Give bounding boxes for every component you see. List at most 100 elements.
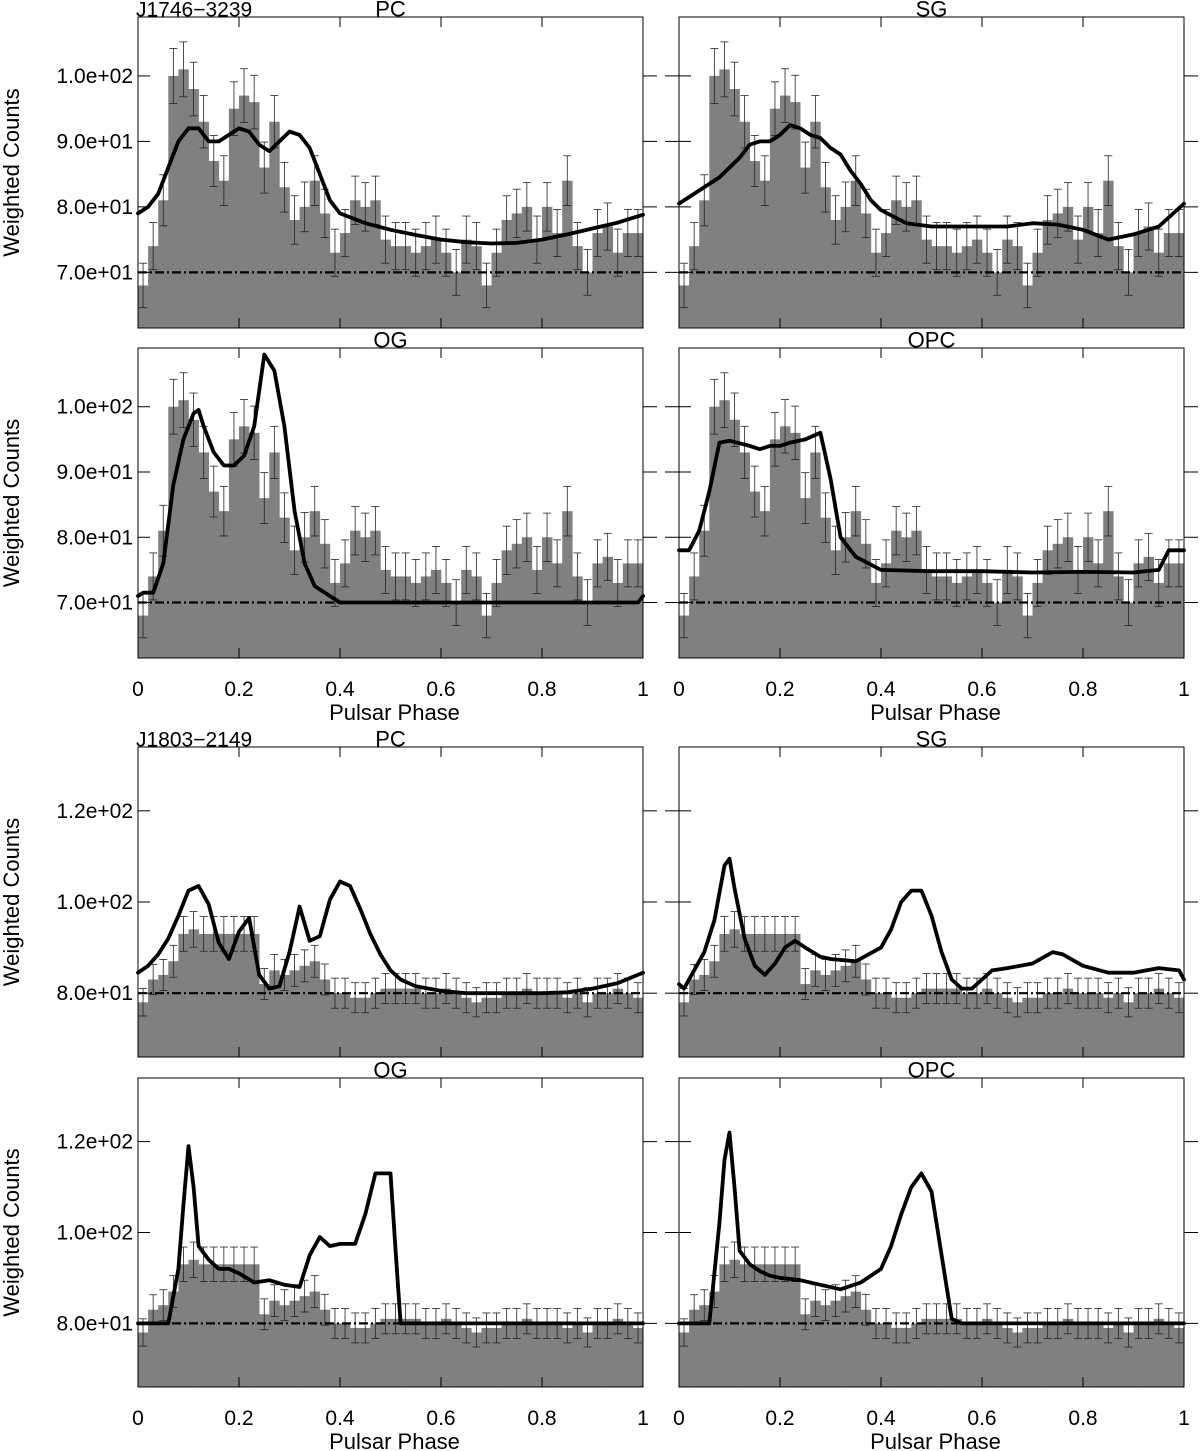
histogram-bar	[208, 161, 220, 328]
histogram-bar	[188, 419, 199, 658]
histogram-bar	[921, 569, 932, 658]
x-tick-label: 0.2	[765, 678, 794, 701]
histogram-bar	[410, 1318, 422, 1387]
histogram-bar	[901, 1327, 912, 1387]
histogram-bar	[901, 206, 912, 328]
histogram-bar	[850, 1291, 862, 1387]
model-light-curve	[136, 1144, 645, 1326]
histogram-bar	[602, 1323, 613, 1387]
histogram-bar	[800, 1314, 811, 1387]
histogram-bar	[1022, 1327, 1033, 1387]
x-tick-label: 0.4	[866, 1407, 896, 1430]
error-bar	[240, 68, 249, 123]
error-bar	[821, 161, 830, 213]
histogram-bar	[208, 491, 220, 658]
error-bar	[320, 519, 329, 569]
model-title: OG	[373, 328, 407, 353]
error-bar	[1114, 552, 1123, 601]
error-bar	[1033, 228, 1042, 277]
error-bar	[932, 552, 941, 601]
y-axis-label: Weighted Counts	[0, 1148, 24, 1316]
histogram-bar	[1133, 1323, 1144, 1387]
error-bar	[710, 378, 719, 435]
x-tick-label: 0.2	[224, 678, 253, 701]
histogram-bar	[1012, 576, 1023, 658]
error-bar	[573, 552, 582, 601]
x-tick-label: 0	[673, 678, 685, 701]
histogram-bar	[521, 537, 533, 658]
error-bar	[300, 181, 309, 233]
histogram-bar	[501, 1323, 512, 1387]
error-bar	[1154, 973, 1163, 1005]
error-bar	[760, 1246, 769, 1282]
histogram-bar	[531, 239, 543, 328]
histogram-bar	[451, 602, 462, 658]
histogram-bar	[441, 252, 452, 328]
error-bar	[613, 973, 622, 1005]
error-bar	[720, 916, 729, 952]
error-bar	[623, 539, 632, 588]
error-bar	[962, 977, 971, 1009]
histogram-bar	[729, 89, 740, 328]
histogram-bar	[891, 200, 902, 328]
histogram-bar	[820, 187, 831, 328]
error-bar	[371, 977, 380, 1009]
panel-sg-1: SG	[665, 0, 1198, 329]
histogram-bar	[840, 537, 851, 658]
histogram-bar	[410, 252, 422, 328]
error-bar	[821, 492, 830, 543]
histogram-bar	[1042, 550, 1053, 658]
error-bar	[710, 944, 719, 978]
histogram-bar	[1052, 993, 1064, 1057]
error-bar	[563, 1312, 572, 1344]
histogram-bar	[992, 1323, 1003, 1387]
error-bar	[871, 228, 880, 277]
histogram-bar	[941, 246, 952, 328]
histogram-bar	[971, 239, 983, 328]
histogram-bar	[441, 1318, 452, 1387]
histogram-bar	[380, 569, 391, 658]
error-bar	[361, 982, 370, 1014]
error-bar	[1023, 262, 1032, 309]
error-bar	[553, 209, 562, 258]
histogram-bar	[350, 1327, 361, 1387]
histogram-bar	[1173, 233, 1185, 328]
histogram-bar	[1083, 537, 1094, 658]
error-bar	[310, 485, 319, 537]
error-bar	[361, 1312, 370, 1344]
error-bar	[442, 228, 451, 277]
x-tick-label: 0	[132, 678, 144, 701]
histogram-bar	[961, 1323, 973, 1387]
y-tick-label: 1.2e+02	[57, 800, 134, 823]
histogram-bar	[759, 180, 771, 328]
histogram-bar	[279, 1305, 290, 1387]
histogram-bar	[1153, 988, 1165, 1057]
histogram-bar	[441, 988, 452, 1057]
histogram-bar	[709, 406, 720, 658]
histogram-bar	[739, 1264, 750, 1387]
histogram-bar	[881, 1323, 892, 1387]
histogram-bar	[749, 491, 761, 658]
histogram-bar	[430, 993, 442, 1057]
histogram-bar	[769, 108, 781, 329]
histogram-bar	[552, 233, 563, 328]
histogram-bar	[289, 219, 300, 328]
histogram-bar	[168, 961, 179, 1057]
histogram-bar	[521, 1318, 533, 1387]
panel-pc-2: 8.0e+01 1.0e+02 1.2e+02 Weighted Counts PC J1…	[0, 727, 657, 1058]
error-bar	[892, 506, 901, 556]
error-bar	[442, 559, 451, 607]
histogram-bar	[830, 219, 841, 328]
histogram-bar	[441, 582, 452, 658]
histogram-bar	[961, 246, 973, 328]
histogram-bar	[612, 988, 624, 1057]
error-bar	[250, 74, 259, 130]
model-title: OPC	[908, 328, 956, 353]
error-bar	[139, 262, 148, 309]
histogram-bar	[931, 576, 942, 658]
histogram-bar	[850, 511, 862, 658]
histogram-bar	[1123, 272, 1134, 328]
histogram-bar	[860, 543, 872, 658]
histogram-bar	[1153, 582, 1165, 658]
x-tick-label: 0.6	[426, 1407, 455, 1430]
